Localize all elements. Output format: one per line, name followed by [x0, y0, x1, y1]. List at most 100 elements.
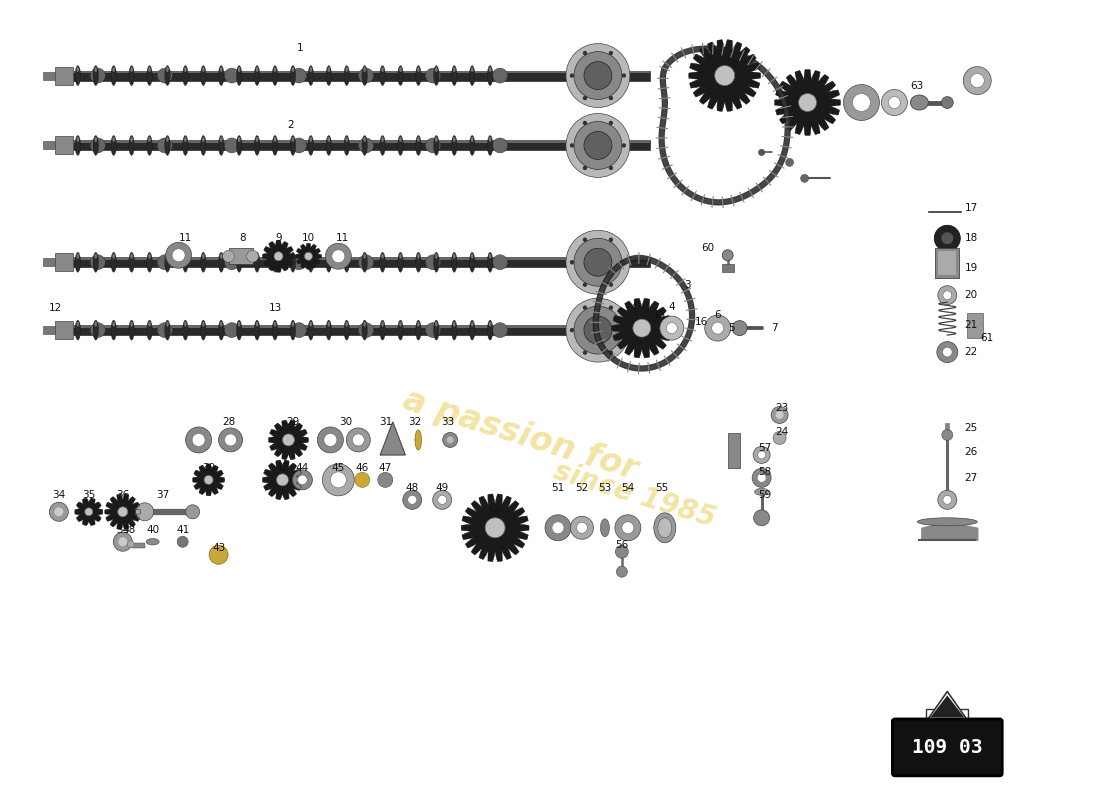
- Ellipse shape: [95, 67, 97, 72]
- Circle shape: [566, 114, 630, 178]
- Ellipse shape: [309, 254, 312, 258]
- Ellipse shape: [219, 252, 224, 272]
- Circle shape: [785, 158, 793, 166]
- Ellipse shape: [220, 137, 222, 142]
- Ellipse shape: [112, 254, 114, 258]
- Text: 57: 57: [758, 443, 771, 453]
- Ellipse shape: [399, 254, 402, 258]
- Circle shape: [608, 238, 613, 242]
- Ellipse shape: [220, 254, 222, 258]
- Ellipse shape: [416, 66, 421, 86]
- Polygon shape: [612, 298, 672, 358]
- Ellipse shape: [273, 252, 277, 272]
- Circle shape: [157, 322, 173, 338]
- Circle shape: [799, 94, 816, 111]
- Bar: [55, 254, 73, 271]
- Ellipse shape: [398, 66, 404, 86]
- Circle shape: [442, 433, 458, 447]
- Text: 46: 46: [355, 463, 368, 473]
- Text: 8: 8: [239, 234, 245, 243]
- Ellipse shape: [382, 137, 384, 142]
- Ellipse shape: [256, 137, 258, 142]
- Ellipse shape: [77, 137, 79, 142]
- Circle shape: [942, 430, 953, 441]
- Ellipse shape: [95, 322, 97, 326]
- Ellipse shape: [148, 254, 151, 258]
- Ellipse shape: [487, 320, 493, 340]
- Bar: [55, 321, 73, 339]
- Ellipse shape: [219, 135, 224, 155]
- Ellipse shape: [146, 135, 152, 155]
- Circle shape: [552, 522, 564, 534]
- Ellipse shape: [433, 252, 439, 272]
- Ellipse shape: [129, 135, 134, 155]
- Text: 35: 35: [82, 490, 96, 500]
- Ellipse shape: [166, 137, 168, 142]
- Circle shape: [583, 166, 587, 170]
- Text: 39: 39: [202, 463, 216, 473]
- Ellipse shape: [471, 137, 473, 142]
- Ellipse shape: [453, 67, 455, 72]
- Circle shape: [570, 260, 574, 265]
- Bar: [73, 70, 650, 81]
- Polygon shape: [75, 498, 102, 526]
- Ellipse shape: [75, 135, 80, 155]
- Circle shape: [937, 342, 958, 362]
- Polygon shape: [931, 695, 965, 718]
- Ellipse shape: [382, 254, 384, 258]
- Circle shape: [964, 66, 991, 94]
- Ellipse shape: [256, 67, 258, 72]
- Text: 31: 31: [378, 417, 392, 427]
- Text: 61: 61: [980, 333, 994, 343]
- Ellipse shape: [290, 135, 296, 155]
- Text: 44: 44: [296, 463, 309, 473]
- Circle shape: [292, 322, 307, 338]
- Ellipse shape: [184, 67, 187, 72]
- Circle shape: [298, 475, 307, 485]
- Circle shape: [292, 68, 307, 83]
- Ellipse shape: [433, 135, 439, 155]
- Circle shape: [752, 468, 771, 487]
- Circle shape: [85, 508, 92, 516]
- Text: 55: 55: [656, 483, 669, 493]
- Text: a passion for: a passion for: [398, 383, 641, 486]
- Ellipse shape: [345, 137, 348, 142]
- Ellipse shape: [236, 252, 242, 272]
- Circle shape: [157, 68, 173, 83]
- Ellipse shape: [200, 252, 206, 272]
- Text: 12: 12: [50, 303, 63, 313]
- Ellipse shape: [166, 67, 168, 72]
- Ellipse shape: [308, 252, 314, 272]
- Ellipse shape: [433, 320, 439, 340]
- Ellipse shape: [273, 66, 277, 86]
- Circle shape: [50, 502, 68, 522]
- Polygon shape: [263, 460, 302, 500]
- Circle shape: [667, 322, 678, 334]
- Text: 4: 4: [669, 302, 675, 312]
- Circle shape: [844, 85, 879, 121]
- Circle shape: [322, 464, 354, 496]
- Text: 53: 53: [598, 483, 612, 493]
- Circle shape: [292, 138, 307, 153]
- Ellipse shape: [487, 135, 493, 155]
- Text: 60: 60: [701, 243, 714, 254]
- Circle shape: [283, 434, 295, 446]
- Text: 10: 10: [301, 234, 315, 243]
- Bar: [43, 71, 55, 79]
- Ellipse shape: [417, 254, 420, 258]
- Ellipse shape: [94, 66, 99, 86]
- Circle shape: [346, 428, 371, 452]
- Ellipse shape: [471, 254, 473, 258]
- Circle shape: [224, 434, 236, 446]
- Circle shape: [293, 470, 312, 490]
- Ellipse shape: [166, 322, 168, 326]
- Ellipse shape: [254, 135, 260, 155]
- Ellipse shape: [488, 67, 492, 72]
- Ellipse shape: [184, 322, 187, 326]
- Ellipse shape: [238, 322, 241, 326]
- Ellipse shape: [130, 254, 133, 258]
- Ellipse shape: [379, 320, 385, 340]
- Ellipse shape: [345, 67, 348, 72]
- Text: 34: 34: [52, 490, 66, 500]
- Ellipse shape: [292, 67, 294, 72]
